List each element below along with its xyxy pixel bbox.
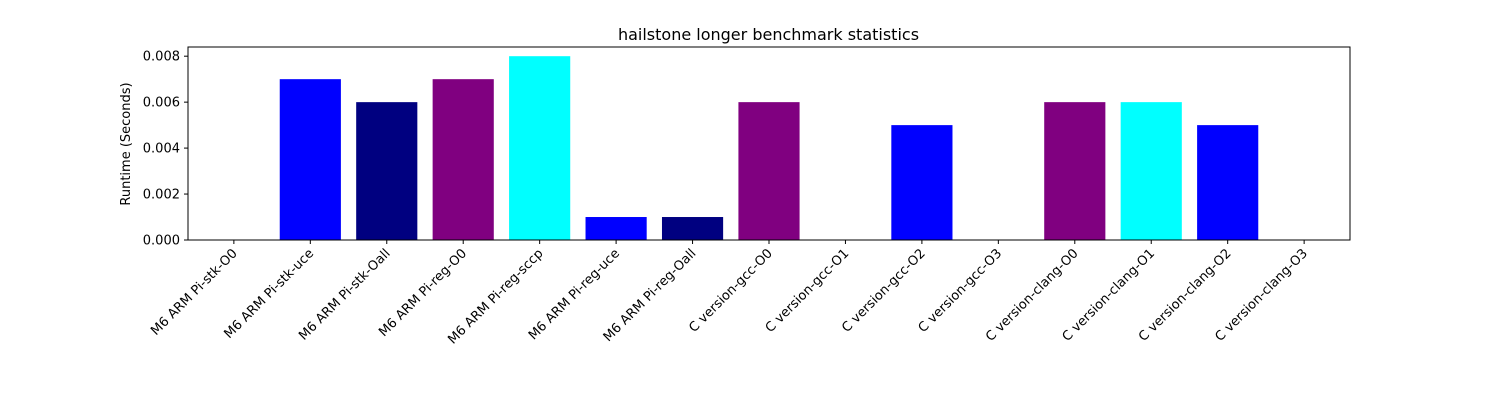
x-tick-label: C version-gcc-O1 [763,246,853,336]
bar-1 [279,79,341,240]
bar-13 [1197,125,1259,240]
bar-7 [738,102,800,240]
bar-5 [585,217,647,240]
x-tick-label: C version-gcc-O3 [916,246,1006,336]
y-tick-label: 0.006 [143,96,180,111]
bar-9 [891,125,953,240]
y-tick-label: 0.004 [143,142,180,157]
chart-title: hailstone longer benchmark statistics [618,25,919,44]
y-tick-label: 0.000 [143,234,180,249]
bar-11 [1044,102,1106,240]
y-axis-label: Runtime (Seconds) [119,82,134,205]
y-axis-ticks: 0.000 0.002 0.004 0.006 0.008 [143,50,188,249]
bar-12 [1120,102,1182,240]
bar-3 [432,79,494,240]
y-tick-label: 0.008 [143,50,180,65]
bar-4 [509,56,571,240]
y-tick-label: 0.002 [143,188,180,203]
bar-2 [356,102,418,240]
bars-group [279,56,1259,240]
bar-6 [661,217,724,240]
x-tick-label: C version-gcc-O0 [686,246,776,336]
x-tick-label: C version-gcc-O2 [839,246,929,336]
plot-area-frame [187,46,1351,241]
